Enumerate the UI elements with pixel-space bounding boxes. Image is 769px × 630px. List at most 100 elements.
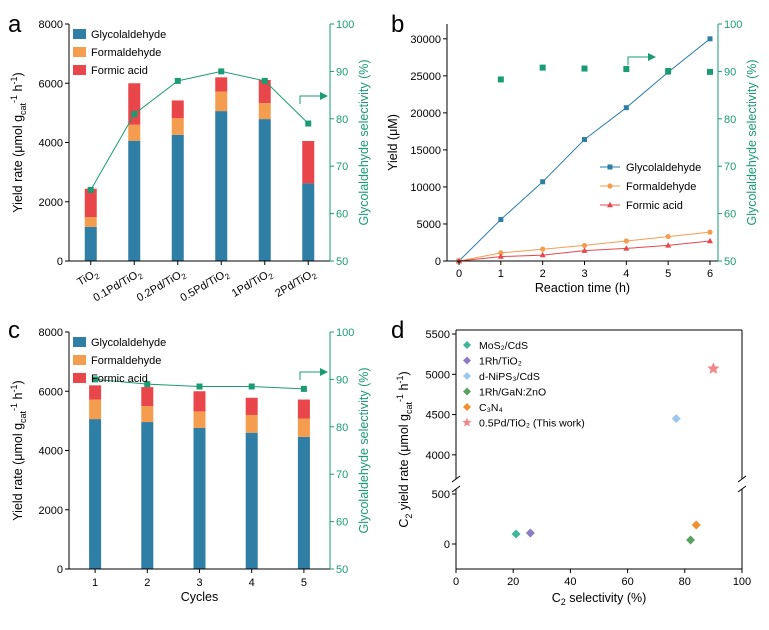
x-tick-label: 0.1Pd/TiO2: [91, 267, 145, 306]
data-point-star: [707, 362, 720, 374]
axis-arrow: [627, 56, 650, 65]
y-axis-title-part: ): [11, 380, 25, 384]
x-tick-label-part: 0.2Pd/TiO: [135, 269, 184, 304]
y-tick-label: 500: [432, 489, 450, 501]
legend-label: Formaldehyde: [91, 47, 161, 59]
bar-formaldehyde: [215, 91, 228, 112]
y-axis-title-part: -1: [9, 403, 19, 411]
y-axis-title-part: yield rate (μmol g: [397, 414, 411, 514]
legend-swatch: [73, 29, 86, 39]
x-tick-label: TiO2: [75, 267, 101, 290]
y-tick-label: 20000: [410, 108, 441, 120]
selectivity-marker: [497, 76, 504, 83]
legend-label: d-NiPS₃/CdS: [479, 371, 540, 383]
data-point: [498, 217, 504, 223]
legend-label: MoS₂/CdS: [479, 340, 528, 352]
legend-marker: [463, 387, 471, 396]
legend-marker: [463, 356, 471, 365]
selectivity-marker: [305, 120, 312, 127]
x-tick-label: 1: [498, 268, 504, 280]
bar-glycolaldehyde: [302, 183, 315, 261]
y2-axis-title: Glycolaldehyde selectivity (%): [357, 367, 371, 533]
y2-tick-label: 60: [724, 209, 736, 221]
y-axis-title-part: ): [397, 371, 411, 375]
legend-marker: [607, 201, 613, 208]
x-tick-label: 5: [665, 268, 671, 280]
bar-formaldehyde: [245, 414, 258, 433]
y2-tick-label: 100: [336, 19, 354, 31]
legend-marker: [463, 403, 471, 411]
y-tick-label: 6000: [39, 386, 63, 398]
y2-tick-label: 100: [336, 327, 354, 339]
x-tick-label-sub: 2: [93, 271, 102, 281]
data-point: [623, 245, 630, 251]
x-tick-label: 0: [456, 268, 462, 280]
x-tick-label: 100: [733, 576, 751, 588]
x-tick-label-sub: 2: [267, 271, 276, 281]
data-point: [665, 233, 671, 240]
data-point: [581, 247, 588, 253]
legend-swatch: [73, 355, 86, 365]
x-tick-label: 5: [301, 577, 307, 589]
y-axis-title-part: 2: [404, 514, 414, 519]
y2-tick-label: 70: [724, 161, 736, 173]
x-tick-label: 0.2Pd/TiO2: [135, 267, 189, 306]
data-point: [540, 179, 546, 185]
x-tick-label-part: 2Pd/TiO: [273, 269, 314, 300]
bar-formic-acid: [215, 77, 228, 92]
bar-glycolaldehyde: [128, 140, 141, 261]
y2-tick-label: 80: [724, 114, 736, 126]
legend-label: 1Rh/GaN:ZnO: [479, 387, 546, 399]
selectivity-marker: [87, 186, 94, 193]
y2-tick-label: 80: [336, 422, 348, 434]
legend-label: 1Rh/TiO₂: [479, 356, 522, 368]
legend-marker: [462, 417, 472, 427]
legend-label: C₃N₄: [479, 402, 503, 414]
axis-arrow: [299, 95, 322, 104]
data-point-diamond: [511, 529, 521, 539]
legend-label: Formaldehyde: [91, 355, 161, 367]
legend-marker: [463, 341, 471, 349]
legend-swatch: [73, 65, 86, 75]
y-axis-title-part: Yield rate (μmol g: [11, 423, 25, 521]
legend-label: 0.5Pd/TiO₂ (This work): [479, 418, 585, 430]
y-axis-title-part: h: [11, 84, 25, 94]
y-tick-label: 6000: [39, 78, 63, 90]
bar-glycolaldehyde: [258, 119, 271, 261]
y-tick-label: 8000: [39, 19, 63, 31]
y-tick-label: 0: [57, 256, 63, 268]
y-axis-title: C2 yield rate (μmol gcat-1 h-1): [395, 371, 414, 527]
bar-formic-acid: [193, 391, 206, 412]
selectivity-marker: [174, 77, 181, 84]
y2-tick-label: 70: [336, 469, 348, 481]
y-axis-title-part: ): [11, 72, 25, 76]
axis-arrow-head: [648, 53, 656, 61]
bar-formic-acid: [141, 387, 154, 407]
legend-label: Glycolaldehyde: [626, 162, 701, 174]
bar-glycolaldehyde: [297, 436, 310, 569]
x-tick-label: 1: [92, 577, 98, 589]
y2-tick-label: 90: [336, 66, 348, 78]
y2-tick-label: 50: [336, 564, 348, 576]
y-axis-title-part: h: [11, 392, 25, 402]
bar-formaldehyde: [193, 411, 206, 428]
y-tick-label: 2000: [39, 505, 63, 517]
x-tick-label: 20: [507, 576, 519, 588]
x-tick-label-sub: 2: [136, 271, 145, 281]
bar-formic-acid: [84, 188, 97, 218]
selectivity-marker: [300, 385, 307, 392]
legend-label: Glycolaldehyde: [91, 337, 166, 349]
y-axis-title-part: Yield rate (μmol g: [11, 115, 25, 213]
x-tick-label: 0: [453, 576, 459, 588]
data-point: [581, 242, 588, 249]
legend-marker: [607, 164, 613, 170]
bar-formic-acid: [245, 397, 258, 415]
data-point-diamond: [691, 520, 701, 530]
y-tick-label: 5000: [417, 219, 441, 231]
x-tick-label: 2: [540, 268, 546, 280]
panel-label-a: a: [8, 11, 22, 38]
y2-tick-label: 90: [724, 66, 736, 78]
y-tick-label: 30000: [410, 34, 441, 46]
x-tick-label-sub: 2: [223, 271, 232, 281]
